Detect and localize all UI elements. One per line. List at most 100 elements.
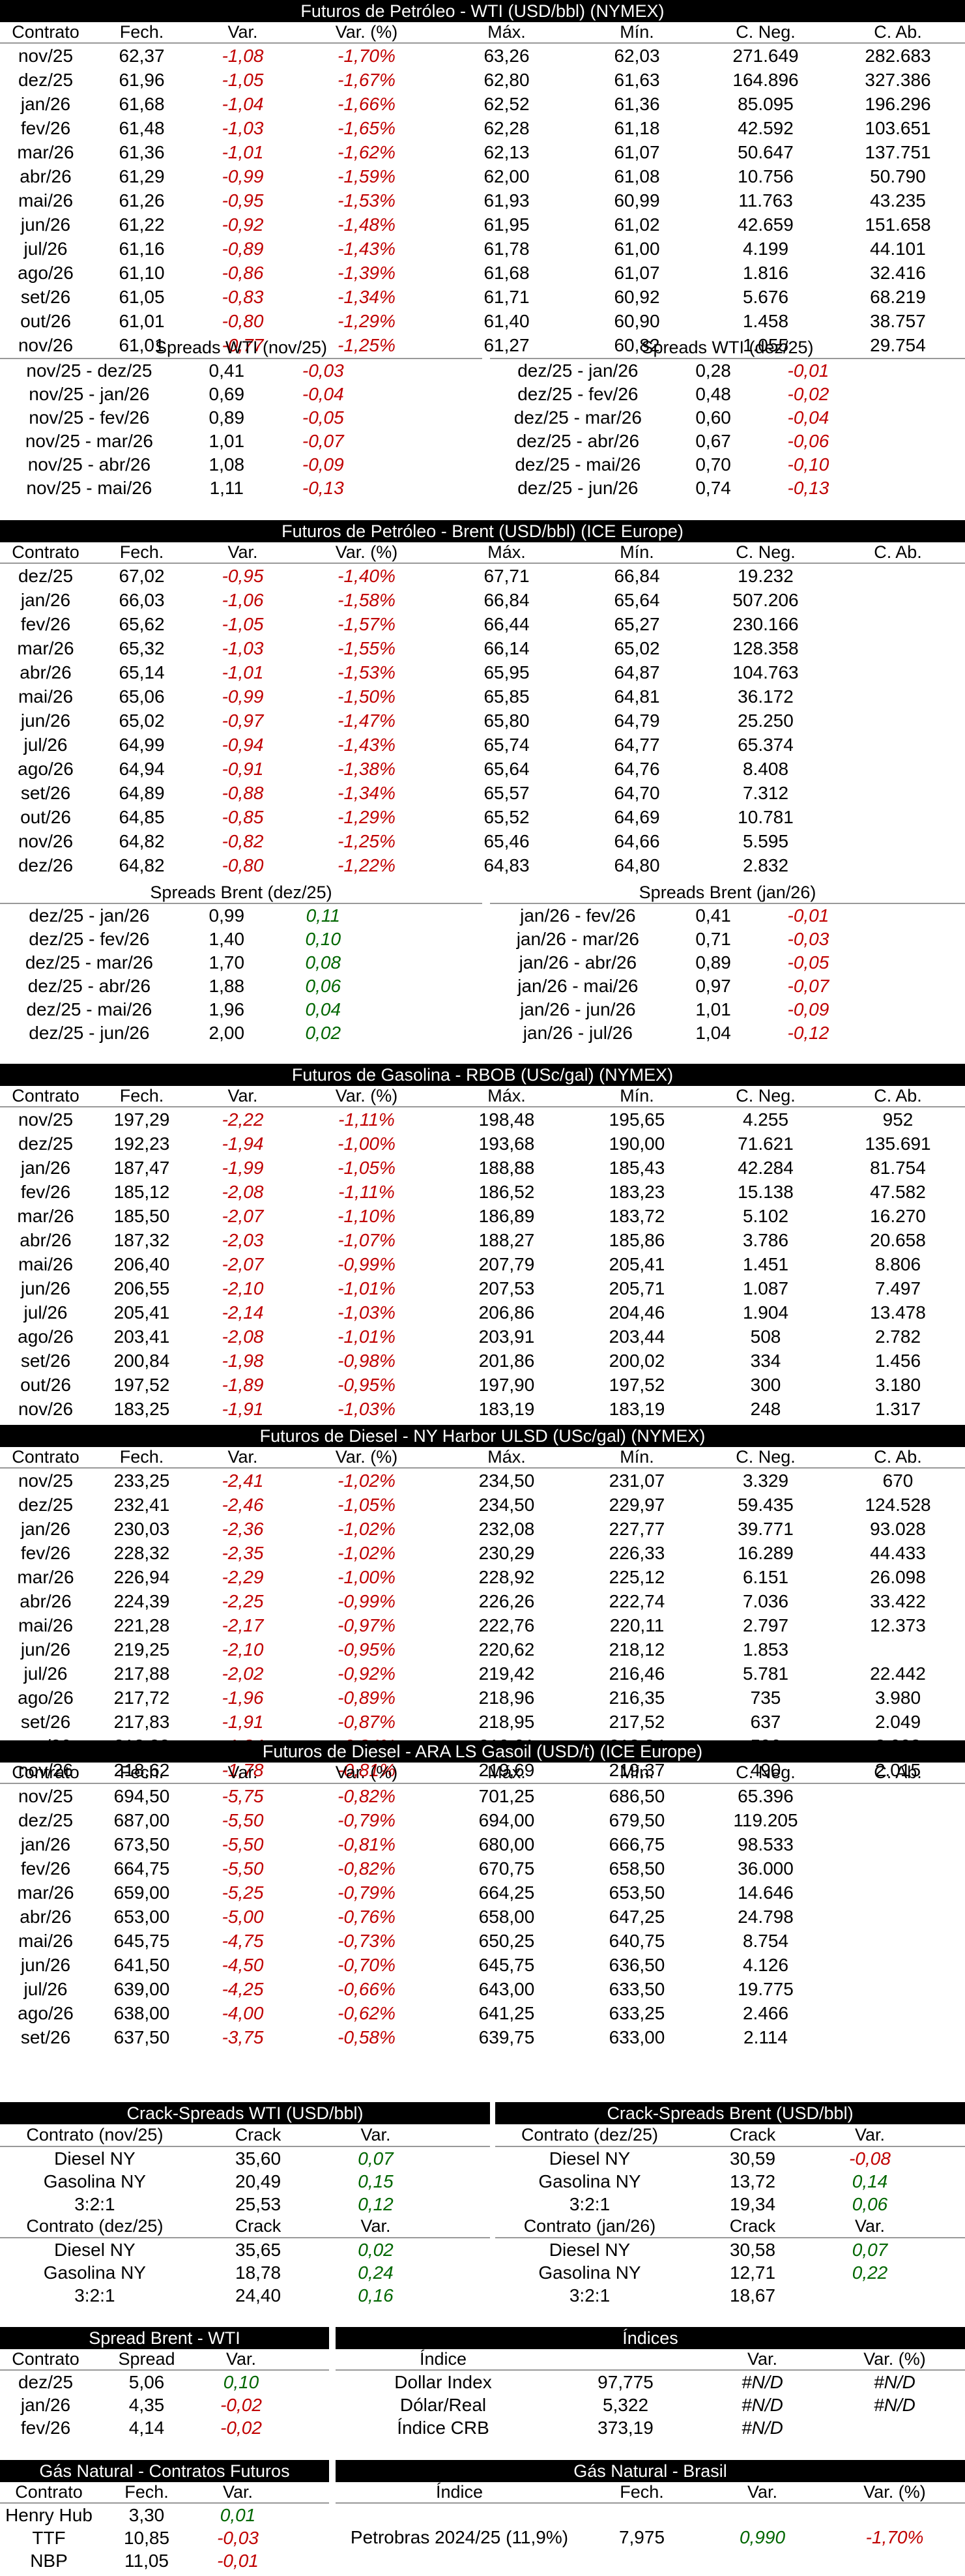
table-cell: 694,50 (113, 1785, 170, 1806)
table-cell: jan/26 (20, 93, 71, 114)
spread-bw-title: Spread Brent - WTI (0, 2327, 329, 2349)
wti-spreads-right-table: dez/25 - jan/26 0,28 -0,01 dez/25 - fev/26 0… (490, 359, 965, 500)
var-column-header: Var. (326, 2216, 425, 2238)
table-row: jun/26 641,50 -4,50 -0,70% 645,75 636,50 4.126 (0, 1953, 965, 1977)
spread-row: nov/25 - fev/26 0,89 -0,05 (0, 406, 482, 430)
table-cell: -1,91 (222, 1398, 264, 1419)
table-cell: -1,03 (222, 117, 264, 138)
gas-section: Gás Natural - Contratos Futuros Contrato… (0, 2460, 965, 2576)
table-cell: 1.904 (742, 1302, 789, 1323)
table-cell: 65,52 (483, 806, 530, 827)
spread-cell: -0,06 (787, 431, 829, 451)
spread-cell: jan/26 - mai/26 (517, 976, 639, 996)
table-cell: 64,70 (614, 782, 660, 803)
spread-cell: -0,13 (302, 478, 344, 498)
table-cell: 226,33 (609, 1542, 665, 1563)
table-cell: -2,10 (222, 1278, 264, 1298)
column-header: Var. (192, 542, 293, 564)
crack-row: 3:2:1 25,53 0,12 (0, 2193, 490, 2216)
crack-wti-title: Crack-Spreads WTI (USD/bbl) (0, 2102, 490, 2124)
column-header: C. Neg. (700, 1086, 831, 1107)
table-cell: #N/D (874, 2371, 915, 2392)
spacer (371, 951, 482, 974)
table-cell: -1,25% (338, 334, 396, 355)
spread-cell: 1,88 (209, 976, 245, 996)
spread-bw: Spread Brent - WTI Contrato Spread Var. dez… (0, 2327, 329, 2439)
table-cell: 216,46 (609, 1663, 665, 1684)
spread-cell: 0,97 (695, 976, 731, 996)
table-cell: 61,29 (119, 166, 165, 186)
column-header: C. Ab. (831, 22, 965, 44)
table-cell: 633,50 (609, 1978, 665, 1999)
table-row: jan/26 187,47 -1,99 -1,05% 188,88 185,43 42.28… (0, 1156, 965, 1180)
table-cell: 29.754 (870, 334, 926, 355)
spread-row: dez/25 - jun/26 0,74 -0,13 (490, 476, 965, 500)
table-cell: 19.232 (738, 565, 794, 586)
table-cell: 230,29 (478, 1542, 535, 1563)
table-cell (831, 757, 965, 781)
table-cell: #N/D (742, 2394, 783, 2415)
column-header: Mín. (573, 1447, 700, 1469)
table-cell: 65,64 (614, 589, 660, 610)
spacer (425, 2238, 490, 2261)
table-cell: 62,28 (483, 117, 530, 138)
table-cell: 198,48 (478, 1109, 535, 1130)
table-cell: 13.478 (870, 1302, 926, 1323)
table-cell: -0,81% (338, 1834, 396, 1854)
table-cell: -0,82 (222, 830, 264, 851)
table-cell: 5.781 (742, 1663, 789, 1684)
table-cell: -1,57% (338, 613, 396, 634)
spread-cell: 2,00 (209, 1023, 245, 1043)
crack-cell: 0,07 (852, 2239, 888, 2260)
brent-spreads-left-title: Spreads Brent (dez/25) (0, 882, 482, 904)
table-cell: -0,97 (222, 710, 264, 731)
table-cell: -1,02% (338, 1470, 396, 1491)
table-cell: 61,10 (119, 262, 165, 283)
column-header: Contrato (0, 1763, 91, 1784)
table-cell: 62,37 (119, 45, 165, 66)
table-cell: 197,29 (113, 1109, 170, 1130)
table-cell: -1,40% (338, 565, 396, 586)
table-row: Dollar Index 97,775 #N/D #N/D (336, 2370, 965, 2393)
crack-row: Gasolina NY 13,72 0,14 (495, 2170, 965, 2193)
column-header: Contrato (0, 2349, 91, 2371)
table-row: mar/26 61,36 -1,01 -1,62% 62,13 61,07 50.647 13… (0, 140, 965, 164)
spread-cell: dez/25 - mai/26 (515, 454, 641, 475)
table-cell: 187,47 (113, 1157, 170, 1178)
spacer (856, 928, 965, 951)
crack-row: 3:2:1 19,34 0,06 (495, 2193, 965, 2216)
table-cell: -1,04 (222, 93, 264, 114)
var-column-header: Var. (821, 2216, 919, 2238)
table-cell: 670 (882, 1470, 914, 1491)
table-cell (831, 1929, 965, 1953)
spread-cell: 1,01 (695, 999, 731, 1019)
table-cell: 1.317 (874, 1398, 921, 1419)
table-cell: 15.138 (738, 1181, 794, 1202)
spacer (280, 2416, 329, 2439)
table-cell: 1.451 (742, 1253, 789, 1274)
table-row: jan/26 4,35 -0,02 (0, 2393, 329, 2416)
table-cell: 673,50 (113, 1834, 170, 1854)
table-cell: -0,95 (222, 565, 264, 586)
table-cell: Henry Hub (5, 2504, 93, 2525)
table-cell: mar/26 (17, 1205, 74, 1226)
table-cell: 42.284 (738, 1157, 794, 1178)
table-cell: 952 (882, 1109, 914, 1130)
spacer (280, 2526, 329, 2549)
table-cell (831, 853, 965, 877)
crack-cell: 13,72 (729, 2171, 776, 2191)
crack-brent-table: Contrato (dez/25) Crack Var. Diesel NY 30,59… (495, 2124, 965, 2307)
column-header: Var. (202, 2349, 280, 2371)
table-cell: 65,64 (483, 758, 530, 779)
table-cell: 8.806 (874, 1253, 921, 1274)
table-cell: -0,76% (338, 1906, 396, 1927)
table-cell: 164.896 (732, 69, 799, 90)
table-cell: -0,95% (338, 1374, 396, 1395)
table-cell: 637,50 (113, 2027, 170, 2047)
table-cell: 230,03 (113, 1518, 170, 1539)
table-cell: -1,01% (338, 1278, 396, 1298)
table-cell (831, 1637, 965, 1661)
table-cell: 5.595 (742, 830, 789, 851)
table-cell: mai/26 (18, 190, 74, 211)
table-cell: 39.771 (738, 1518, 794, 1539)
